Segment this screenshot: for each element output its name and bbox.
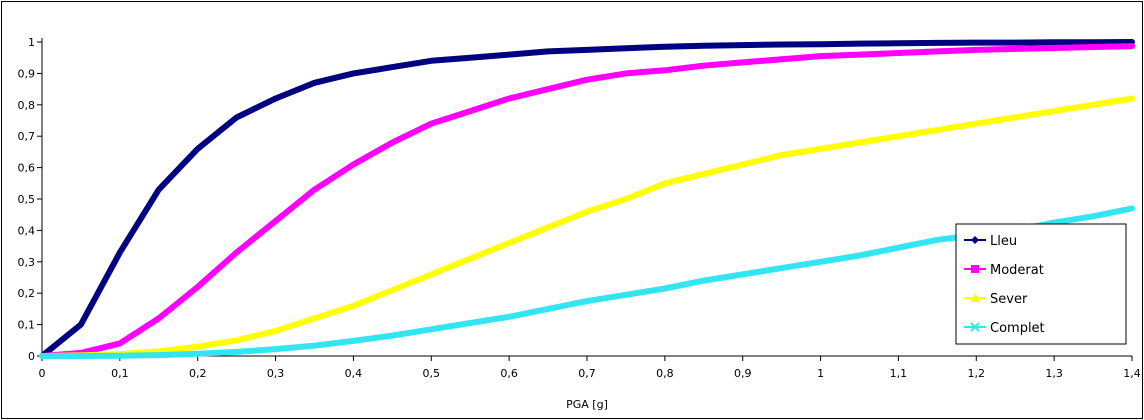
legend-marker-diamond xyxy=(971,236,979,244)
legend-label-sever: Sever xyxy=(990,292,1028,307)
series-line-moderat xyxy=(39,43,1135,359)
x-tick-label: 1,1 xyxy=(890,367,908,380)
legend-label-lleu: Lleu xyxy=(990,234,1017,249)
x-tick-label: 0,4 xyxy=(345,367,363,380)
x-tick-label: 0,7 xyxy=(578,367,596,380)
legend-label-complet: Complet xyxy=(990,321,1045,336)
y-axis-ticks: 0 0,1 0,2 0,3 0,4 0,5 0,6 0,7 0,8 0,9 1 xyxy=(18,36,42,363)
x-tick-label: 0,5 xyxy=(423,367,441,380)
y-tick-label: 0,8 xyxy=(18,99,36,112)
legend: Lleu Moderat Sever Complet xyxy=(955,223,1127,345)
y-tick-label: 1 xyxy=(28,36,35,49)
y-tick-label: 0,1 xyxy=(18,319,36,332)
x-tick-label: 0,3 xyxy=(267,367,285,380)
y-tick-label: 0,3 xyxy=(18,256,36,269)
series-line-sever xyxy=(39,95,1135,359)
y-tick-label: 0,4 xyxy=(18,224,36,237)
legend-marker-x-b xyxy=(970,322,980,332)
legend-label-moderat: Moderat xyxy=(990,263,1044,278)
x-tick-label: 1 xyxy=(817,367,824,380)
x-tick-label: 0,9 xyxy=(734,367,752,380)
y-tick-label: 0,5 xyxy=(18,193,36,206)
x-tick-label: 0,8 xyxy=(656,367,674,380)
legend-marker-square xyxy=(971,265,979,273)
x-tick-label: 1,4 xyxy=(1123,367,1141,380)
y-tick-label: 0 xyxy=(28,350,35,363)
y-tick-label: 0,2 xyxy=(18,287,36,300)
series-line-complet xyxy=(39,205,1135,359)
x-tick-label: 1,2 xyxy=(968,367,986,380)
legend-marker-triangle xyxy=(970,293,980,302)
legend-box xyxy=(955,223,1127,345)
x-tick-label: 0,1 xyxy=(111,367,129,380)
x-axis-ticks: 0 0,1 0,2 0,3 0,4 0,5 0,6 0,7 0,8 0,9 1 1,1 1,2 1,3 1,… xyxy=(39,356,1141,380)
x-tick-label: 0 xyxy=(39,367,46,380)
y-tick-label: 0,7 xyxy=(18,130,36,143)
series-line-lleu xyxy=(39,39,1135,359)
x-tick-label: 0,6 xyxy=(500,367,518,380)
x-tick-label: 1,3 xyxy=(1045,367,1063,380)
x-axis-title: PGA [g] xyxy=(566,398,608,411)
y-tick-label: 0,6 xyxy=(18,162,36,175)
series-layer xyxy=(39,39,1135,359)
y-tick-label: 0,9 xyxy=(18,67,36,80)
x-tick-label: 0,2 xyxy=(189,367,207,380)
